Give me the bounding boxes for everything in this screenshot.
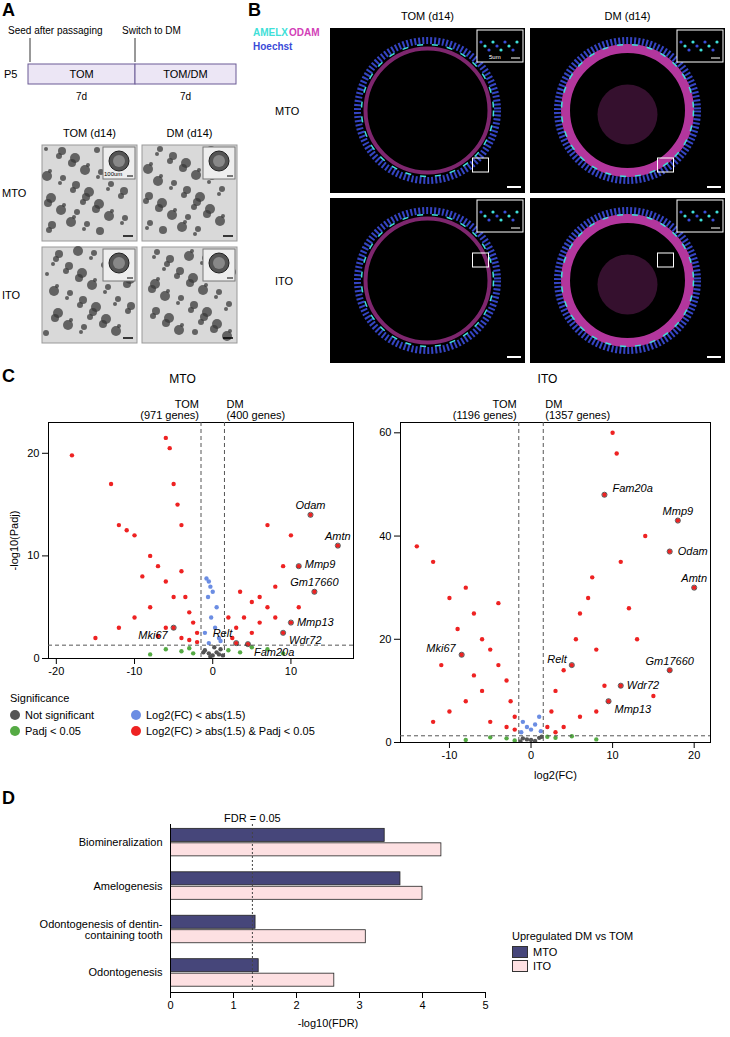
svg-text:Amtn: Amtn [680,572,707,584]
svg-text:TOM(971 genes): TOM(971 genes) [140,398,199,421]
html-text:A: A [2,0,15,20]
svg-text:10: 10 [285,665,297,677]
svg-text:TOM (d14): TOM (d14) [63,127,116,139]
svg-text:Odontogenesis of dentin-contai: Odontogenesis of dentin-containing tooth [40,918,163,941]
svg-text:ITO: ITO [2,289,21,301]
svg-text:Gm17660: Gm17660 [290,576,339,588]
svg-text:2: 2 [293,999,299,1011]
svg-text:DM (d14): DM (d14) [167,127,213,139]
html-text:ITO: ITO [537,372,558,386]
svg-text:-log10(Padj): -log10(Padj) [8,511,20,571]
svg-text:TOM(1196 genes): TOM(1196 genes) [453,398,517,421]
html-text:MTO: MTO [169,372,196,386]
svg-text:0: 0 [385,736,391,748]
svg-text:log2(FC): log2(FC) [534,769,577,781]
svg-text:Fam20a: Fam20a [254,646,294,658]
svg-text:Amelogenesis: Amelogenesis [93,880,163,892]
svg-text:Mki67: Mki67 [426,642,456,654]
svg-text:TOM (d14): TOM (d14) [401,10,454,22]
svg-text:3: 3 [356,999,362,1011]
svg-text:Mmp13: Mmp13 [615,703,653,715]
svg-text:7d: 7d [76,91,87,102]
svg-text:Gm17660: Gm17660 [646,655,695,667]
svg-text:5: 5 [482,999,488,1011]
svg-text:Odam: Odam [678,545,708,557]
svg-text:10: 10 [27,549,39,561]
svg-text:Amtn: Amtn [324,530,351,542]
svg-text:100um: 100um [104,171,122,177]
svg-text:0: 0 [167,999,173,1011]
svg-text:4: 4 [419,999,425,1011]
html-text:C: C [2,366,15,386]
svg-text:20: 20 [688,749,700,761]
svg-text:-20: -20 [48,665,64,677]
svg-text:7d: 7d [180,91,191,102]
svg-text:Wdr72: Wdr72 [627,679,659,691]
svg-text:60: 60 [379,426,391,438]
svg-text:20: 20 [27,447,39,459]
svg-text:MTO: MTO [275,105,300,117]
svg-text:0: 0 [210,665,216,677]
html-text:Log2(FC) > abs(1.5) & Padj < 0: Log2(FC) > abs(1.5) & Padj < 0.05 [146,725,315,737]
svg-text:-10: -10 [127,665,143,677]
svg-text:Switch to DM: Switch to DM [122,25,181,36]
svg-text:5um: 5um [489,54,501,60]
svg-text:DM(1357 genes): DM(1357 genes) [545,398,610,421]
svg-text:Mmp13: Mmp13 [297,616,335,628]
svg-text:DM (d14): DM (d14) [605,10,651,22]
svg-text:Odontogenesis: Odontogenesis [89,966,163,978]
svg-text:Seed after passaging: Seed after passaging [8,25,103,36]
html-text:Not significant: Not significant [25,709,95,721]
svg-text:-10: -10 [441,749,457,761]
svg-text:TOM/DM: TOM/DM [163,68,207,80]
svg-text:Fam20a: Fam20a [612,482,652,494]
svg-text:0: 0 [528,749,534,761]
svg-text:TOM: TOM [69,68,93,80]
svg-text:Wdr72: Wdr72 [289,634,321,646]
html-text:D: D [2,788,15,808]
html-text:ITO: ITO [533,960,552,972]
svg-text:DM(400 genes): DM(400 genes) [226,398,285,421]
svg-text:ITO: ITO [275,275,294,287]
svg-text:Biomineralization: Biomineralization [79,836,163,848]
svg-text:Relt: Relt [213,627,234,639]
svg-text:20: 20 [379,633,391,645]
svg-text:ODAM: ODAM [289,27,320,38]
svg-text:Odam: Odam [296,499,326,511]
svg-text:Hoechst: Hoechst [253,41,293,52]
html-text:Log2(FC) < abs(1.5): Log2(FC) < abs(1.5) [146,709,246,721]
html-text:Upregulated DM vs TOM: Upregulated DM vs TOM [512,930,634,942]
svg-text:0: 0 [33,652,39,664]
svg-text:1: 1 [230,999,236,1011]
svg-text:Mki67: Mki67 [138,629,168,641]
svg-text:Mmp9: Mmp9 [305,558,336,570]
svg-text:40: 40 [379,530,391,542]
svg-text:AMELX: AMELX [253,27,288,38]
svg-text:Mmp9: Mmp9 [663,505,694,517]
html-text:Significance: Significance [10,692,70,704]
svg-text:10: 10 [606,749,618,761]
html-text:B: B [248,0,261,20]
svg-text:Relt: Relt [547,653,568,665]
svg-text:P5: P5 [4,68,17,80]
html-text:Padj < 0.05: Padj < 0.05 [25,725,81,737]
svg-text:MTO: MTO [2,187,27,199]
svg-text:-log10(FDR): -log10(FDR) [298,1017,359,1029]
svg-text:FDR = 0.05: FDR = 0.05 [224,812,281,824]
html-text:MTO: MTO [533,946,558,958]
